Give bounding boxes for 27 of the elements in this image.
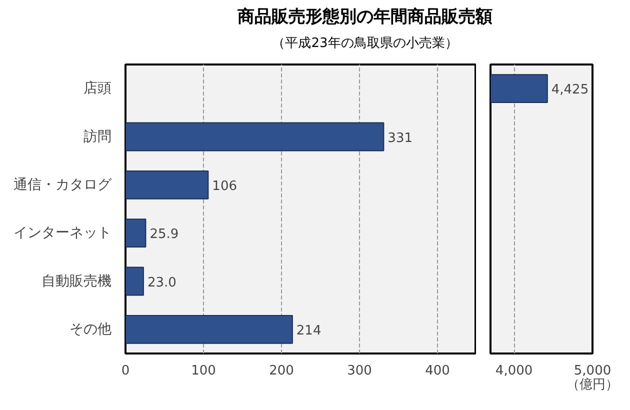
x-tick-label: 0 — [121, 364, 130, 378]
bar — [126, 170, 209, 200]
data-label: 25.9 — [150, 227, 179, 242]
data-label: 23.0 — [147, 275, 176, 290]
x-tick-label: 200 — [269, 364, 294, 378]
y-tick-label: 通信・カタログ — [14, 176, 112, 193]
data-label: 214 — [296, 323, 322, 338]
bar — [126, 266, 144, 296]
x-tick-label: 400 — [425, 364, 450, 378]
bar — [126, 218, 146, 248]
bar — [126, 314, 293, 344]
y-tick-label: インターネット — [14, 225, 112, 242]
chart-subtitle: （平成23年の鳥取県の小売業） — [272, 35, 458, 53]
y-tick-label: その他 — [70, 321, 112, 338]
x-axis-title: （億円） — [566, 378, 618, 392]
y-tick-label: 店頭 — [84, 80, 112, 97]
y-tick-label: 自動販売機 — [42, 273, 112, 290]
x-tick-label: 300 — [347, 364, 372, 378]
data-label: 331 — [388, 130, 413, 146]
x-tick-label: 4,000 — [495, 364, 533, 378]
data-label: 4,425 — [551, 82, 589, 98]
x-tick-label: 5,000 — [574, 364, 612, 378]
data-label: 106 — [212, 178, 238, 194]
chart-title: 商品販売形態別の年間商品販売額 — [238, 6, 492, 29]
bar — [126, 122, 384, 152]
x-tick-label: 100 — [191, 364, 216, 378]
y-tick-label: 訪問 — [84, 128, 112, 145]
